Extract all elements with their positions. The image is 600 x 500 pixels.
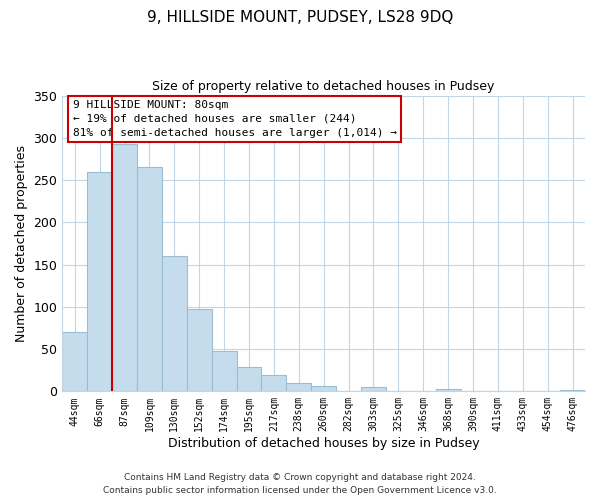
Text: 9, HILLSIDE MOUNT, PUDSEY, LS28 9DQ: 9, HILLSIDE MOUNT, PUDSEY, LS28 9DQ [147, 10, 453, 25]
Text: 9 HILLSIDE MOUNT: 80sqm
← 19% of detached houses are smaller (244)
81% of semi-d: 9 HILLSIDE MOUNT: 80sqm ← 19% of detache… [73, 100, 397, 138]
Bar [112, 144, 137, 392]
Bar [62, 332, 87, 392]
Bar [436, 389, 461, 392]
Text: Contains HM Land Registry data © Crown copyright and database right 2024.
Contai: Contains HM Land Registry data © Crown c… [103, 473, 497, 495]
X-axis label: Distribution of detached houses by size in Pudsey: Distribution of detached houses by size … [168, 437, 479, 450]
Bar [87, 172, 112, 392]
Y-axis label: Number of detached properties: Number of detached properties [15, 145, 28, 342]
Bar [137, 168, 162, 392]
Bar [560, 390, 585, 392]
Bar [361, 387, 386, 392]
Bar [262, 376, 286, 392]
Bar [286, 383, 311, 392]
Bar [311, 386, 336, 392]
Bar [236, 367, 262, 392]
Bar [212, 351, 236, 392]
Bar [187, 310, 212, 392]
Bar [162, 256, 187, 392]
Title: Size of property relative to detached houses in Pudsey: Size of property relative to detached ho… [152, 80, 495, 93]
